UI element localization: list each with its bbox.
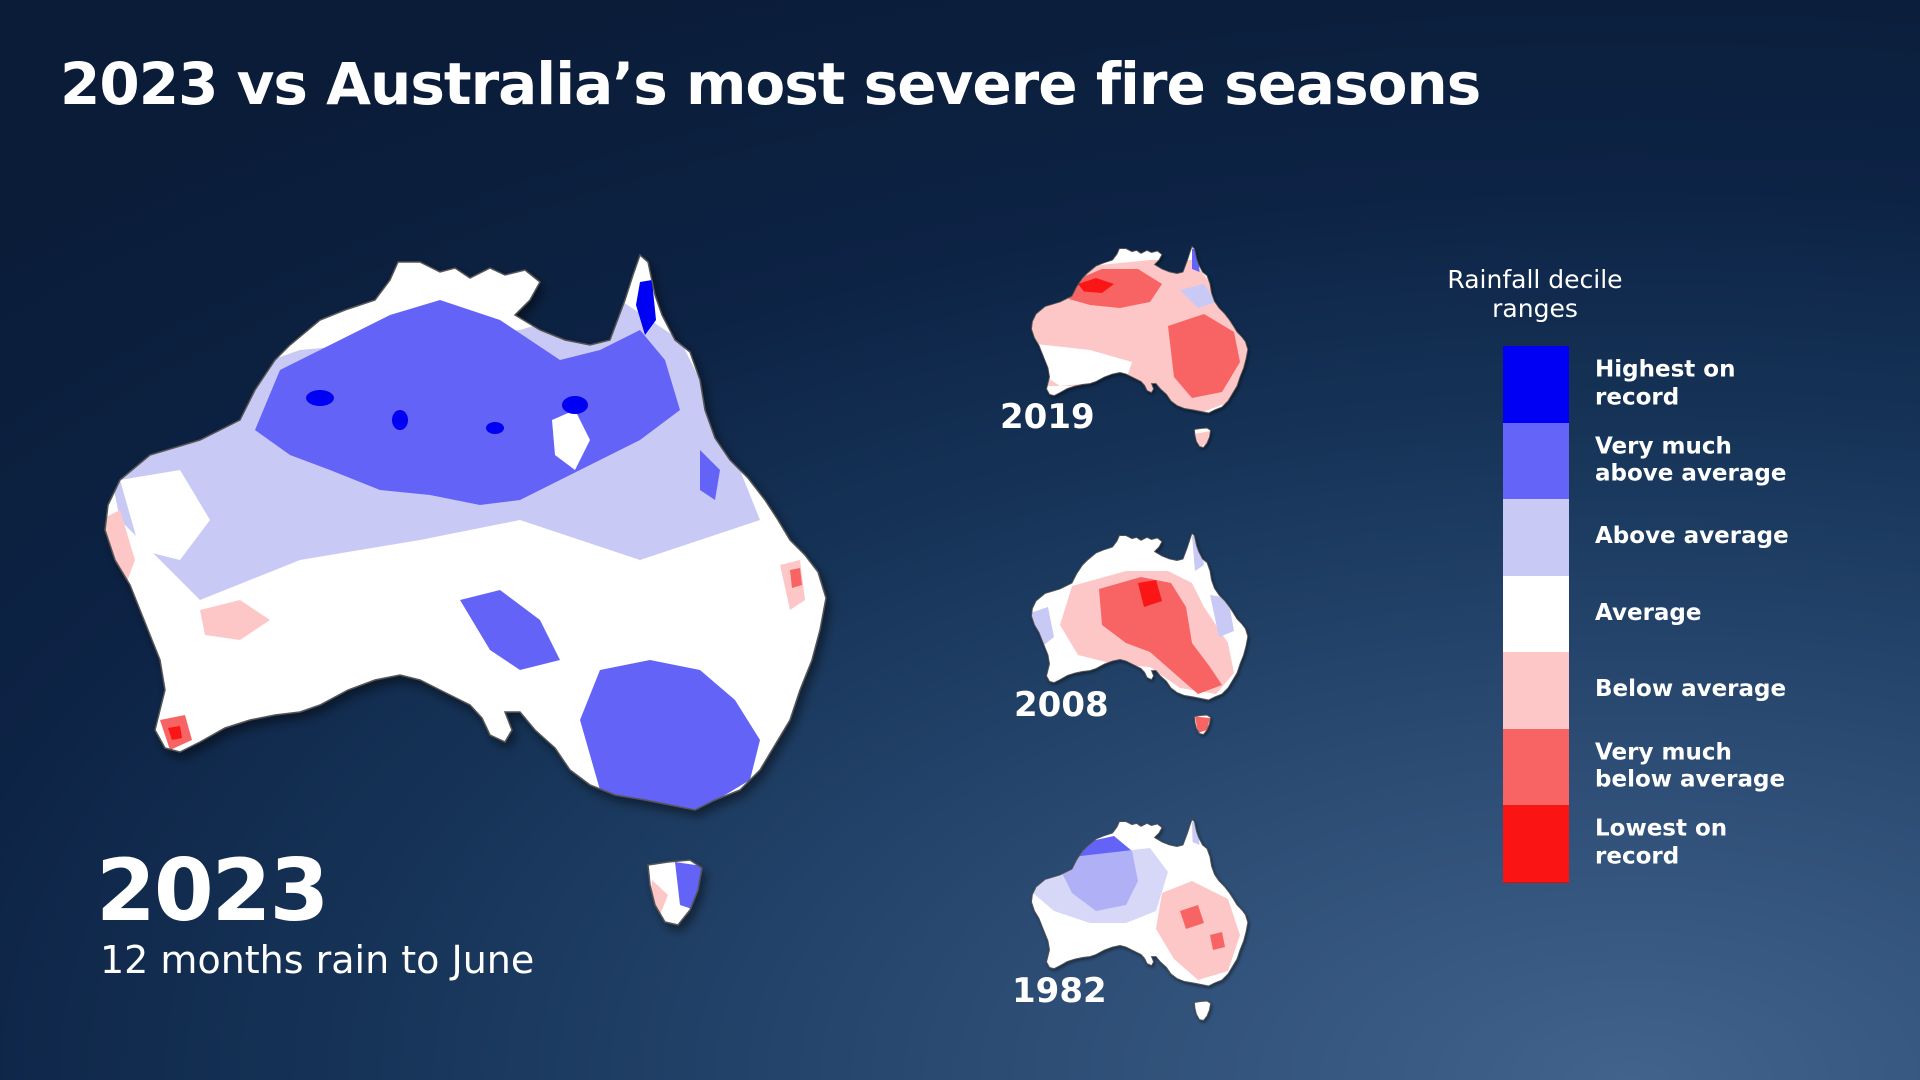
legend-title: Rainfall decile ranges	[1447, 265, 1623, 323]
map-2008	[1031, 533, 1249, 735]
main-map-caption: 12 months rain to June	[100, 938, 535, 982]
small-map-year-2019: 2019	[1000, 397, 1095, 437]
legend-swatch	[1503, 346, 1569, 424]
small-map-year-2008: 2008	[1014, 685, 1109, 725]
legend-swatch	[1503, 422, 1569, 500]
main-map-year: 2023	[96, 841, 329, 941]
legend-label: Below average	[1595, 676, 1787, 703]
legend-swatch	[1503, 499, 1569, 577]
legend-swatch	[1503, 805, 1569, 883]
small-map-year-1982: 1982	[1012, 971, 1107, 1011]
legend-swatch	[1503, 575, 1569, 653]
legend-swatch	[1503, 728, 1569, 806]
legend-label: Lowest on record	[1595, 815, 1728, 870]
page-title: 2023 vs Australia’s most severe fire sea…	[60, 50, 1481, 118]
legend-label: Highest on record	[1595, 356, 1736, 411]
legend-label: Very much below average	[1595, 739, 1786, 793]
legend-swatch	[1503, 652, 1569, 730]
map-2023	[104, 254, 827, 926]
legend-label: Average	[1595, 599, 1702, 626]
legend-label: Very much above average	[1595, 433, 1787, 487]
map-2019	[1031, 246, 1249, 448]
legend-label: Above average	[1595, 523, 1789, 550]
